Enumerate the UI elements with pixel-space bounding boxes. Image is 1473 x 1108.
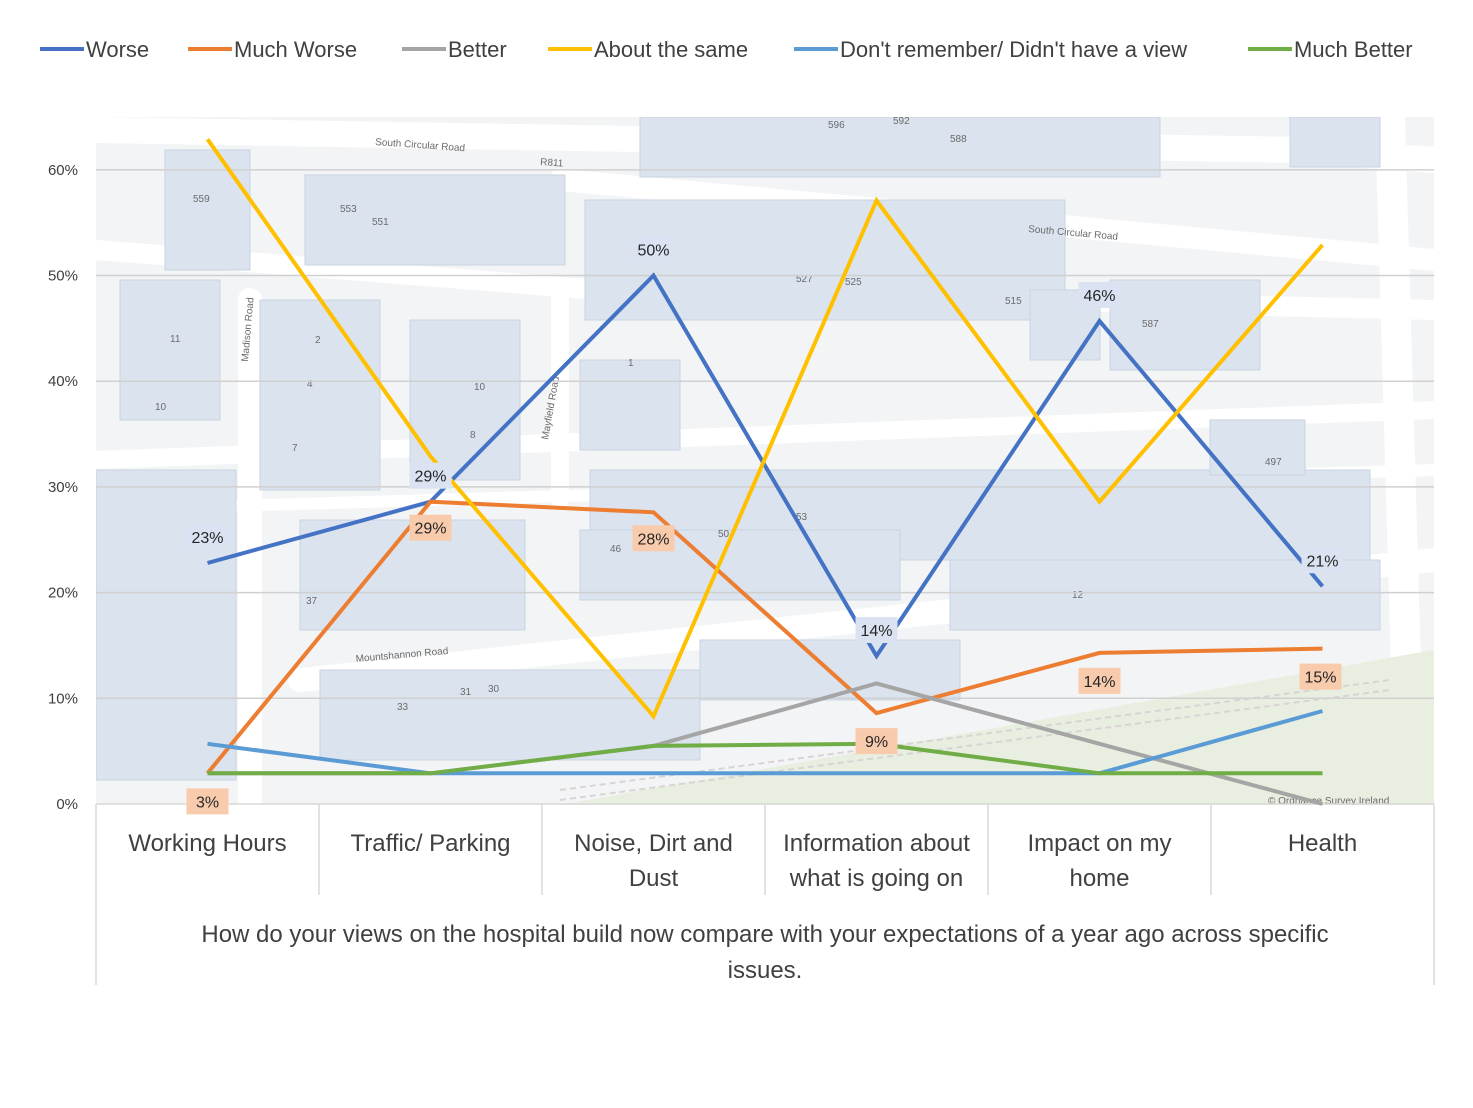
map-house-number: 46: [610, 544, 622, 555]
data-labels: 23% 29% 50% 14% 46% 21% 3% 29% 28% 9% 14% 15%: [186, 236, 1344, 815]
data-label-bg: [186, 788, 229, 815]
data-label: 21%: [1306, 553, 1338, 570]
category-label: Impact on my: [1027, 830, 1171, 857]
map-house-number: 525: [845, 277, 862, 288]
map-house-number: 559: [193, 194, 210, 205]
map-credit: © Ordnance Survey Ireland: [1268, 796, 1389, 807]
legend-label: Don't remember/ Didn't have a view: [840, 37, 1187, 62]
data-label: 23%: [191, 530, 223, 547]
data-label-bg: [1078, 281, 1121, 308]
map-house-number: 587: [1142, 319, 1159, 330]
map-house-number: 30: [488, 684, 500, 695]
y-tick-label: 60%: [48, 162, 78, 179]
series-line-4: [207, 709, 1324, 776]
category-label: home: [1069, 865, 1129, 892]
map-house-number: 592: [893, 116, 910, 127]
series-line-5: [207, 741, 1323, 776]
data-label: 14%: [1083, 674, 1115, 691]
data-label-bg: [855, 728, 898, 755]
map-house-number: 33: [397, 702, 409, 713]
data-label-bg: [186, 524, 229, 551]
data-label-bg: [632, 236, 675, 263]
map-house-number: 551: [372, 217, 389, 228]
data-label-bg: [855, 617, 898, 644]
series-line-0: [206, 272, 1325, 660]
data-label: 15%: [1304, 670, 1336, 687]
x-axis-title: How do your views on the hospital build …: [201, 921, 1328, 948]
y-axis: 0% 10% 20% 30% 40% 50% 60%: [48, 162, 78, 813]
data-label: 50%: [637, 243, 669, 260]
map-house-number: 10: [474, 382, 486, 393]
map-house-number: 7: [292, 443, 298, 454]
map-house-number: 31: [460, 687, 472, 698]
data-label-bg: [1301, 547, 1344, 574]
map-house-number: 553: [340, 204, 357, 215]
map-house-number: 10: [155, 402, 167, 413]
y-tick-label: 40%: [48, 373, 78, 390]
series-line-1: [205, 499, 1323, 775]
map-house-number: 2: [315, 335, 321, 346]
map-house-number: 12: [1072, 590, 1084, 601]
y-tick-label: 50%: [48, 268, 78, 285]
map-background: South Circular Road R811 South Circular …: [96, 116, 1434, 807]
y-tick-label: 10%: [48, 690, 78, 707]
map-house-number: 4: [307, 379, 313, 390]
map-house-number: 53: [796, 512, 808, 523]
map-house-number: 11: [170, 334, 181, 345]
category-label: Information about: [783, 830, 970, 857]
map-house-number: 596: [828, 120, 845, 131]
map-house-number: 1: [628, 358, 634, 369]
series-lines: [205, 138, 1325, 806]
chart-caption: How do your views on the hospital build …: [201, 921, 1328, 984]
category-label: Noise, Dirt and: [574, 830, 733, 857]
x-axis-title: issues.: [728, 957, 803, 984]
y-tick-label: 20%: [48, 585, 78, 602]
legend: Worse Much Worse Better About the same Don't…: [40, 37, 1413, 62]
legend-label: About the same: [594, 37, 748, 62]
gridlines: [96, 169, 1434, 700]
data-label: 14%: [860, 623, 892, 640]
legend-label: Better: [448, 37, 507, 62]
y-tick-label: 30%: [48, 479, 78, 496]
map-house-number: 8: [470, 430, 476, 441]
category-axis-table: Working Hours Traffic/ Parking Noise, Dirt…: [95, 803, 1435, 985]
legend-label: Worse: [86, 37, 149, 62]
map-house-number: 37: [306, 596, 318, 607]
y-tick-label: 0%: [56, 796, 78, 813]
data-label: 3%: [196, 794, 219, 811]
data-label-bg: [1078, 667, 1121, 694]
series-line-3: [205, 138, 1325, 721]
data-label-bg: [409, 514, 452, 541]
category-label: Working Hours: [128, 830, 286, 857]
category-label: what is going on: [789, 865, 963, 892]
map-house-number: 527: [796, 274, 813, 285]
category-label: Traffic/ Parking: [350, 830, 510, 857]
map-house-number: 515: [1005, 296, 1022, 307]
category-label: Dust: [629, 865, 679, 892]
map-road-label: R811: [540, 157, 564, 170]
data-label: 29%: [414, 469, 446, 486]
category-label: Health: [1288, 830, 1357, 857]
data-label: 9%: [865, 734, 888, 751]
legend-label: Much Better: [1294, 37, 1413, 62]
map-house-number: 497: [1265, 457, 1282, 468]
map-house-number: 50: [718, 529, 730, 540]
map-house-number: 588: [950, 134, 967, 145]
data-label-bg: [1299, 663, 1342, 690]
data-label: 46%: [1083, 288, 1115, 305]
data-label-bg: [632, 525, 675, 552]
data-label-bg: [409, 462, 452, 489]
data-label: 28%: [637, 531, 669, 548]
data-label: 29%: [414, 521, 446, 538]
legend-label: Much Worse: [234, 37, 357, 62]
